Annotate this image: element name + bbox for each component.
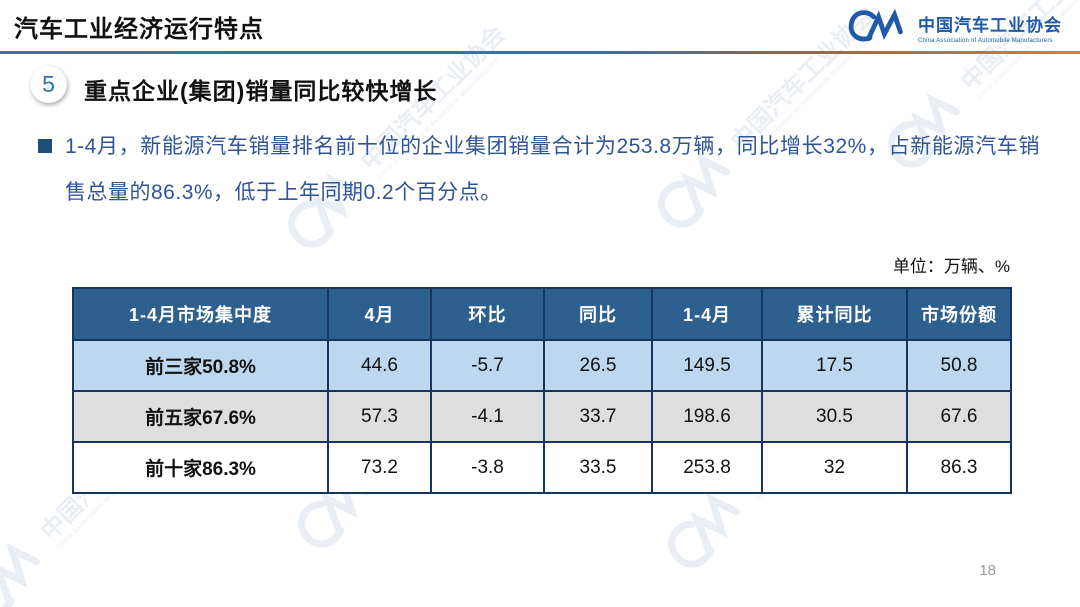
table-cell: 17.5 [761, 339, 908, 392]
table-cell: 67.6 [906, 390, 1012, 443]
table-cell: 50.8 [906, 339, 1012, 392]
table-cell: 86.3 [906, 441, 1012, 494]
header-cell-yoy: 同比 [543, 287, 653, 341]
table-cell: 44.6 [327, 339, 432, 392]
header-cell-mom: 环比 [430, 287, 545, 341]
table-cell: 33.5 [543, 441, 653, 494]
header-cell-jan-apr: 1-4月 [651, 287, 763, 341]
table-cell: 32 [761, 441, 908, 494]
header-cell-cumulative-yoy: 累计同比 [761, 287, 908, 341]
table-cell: 73.2 [327, 441, 432, 494]
table-cell: 57.3 [327, 390, 432, 443]
unit-label: 单位：万辆、% [892, 257, 1010, 276]
table-row-top3: 前三家50.8% 44.6 -5.7 26.5 149.5 17.5 50.8 [72, 339, 1012, 392]
row-label: 前五家67.6% [72, 390, 329, 443]
table-cell: -5.7 [430, 339, 545, 392]
table-cell: 30.5 [761, 390, 908, 443]
title-divider-line [0, 51, 1080, 54]
table-header-row: 1-4月市场集中度 4月 环比 同比 1-4月 累计同比 市场份额 [72, 287, 1012, 341]
table-cell: 149.5 [651, 339, 763, 392]
table-row-top5: 前五家67.6% 57.3 -4.1 33.7 198.6 30.5 67.6 [72, 390, 1012, 443]
bullet-paragraph: 1-4月，新能源汽车销量排名前十位的企业集团销量合计为253.8万辆，同比增长3… [38, 124, 1040, 216]
logo-name-en: China Association of Automobile Manufact… [918, 37, 1053, 44]
header-cell-concentration: 1-4月市场集中度 [72, 287, 329, 341]
table-cell: 253.8 [651, 441, 763, 494]
page-number: 18 [979, 562, 996, 579]
bullet-text: 1-4月，新能源汽车销量排名前十位的企业集团销量合计为253.8万辆，同比增长3… [65, 135, 1040, 204]
table-cell: 198.6 [651, 390, 763, 443]
table-cell: 33.7 [543, 390, 653, 443]
header-cell-april: 4月 [327, 287, 432, 341]
section-heading: 重点企业(集团)销量同比较快增长 [84, 78, 438, 104]
section-number-badge: 5 [30, 66, 67, 103]
caam-logo: 中国汽车工业协会 China Association of Automobile… [846, 8, 1062, 46]
page-title: 汽车工业经济运行特点 [14, 16, 264, 43]
table-cell: -4.1 [430, 390, 545, 443]
row-label: 前十家86.3% [72, 441, 329, 494]
logo-name-cn: 中国汽车工业协会 [918, 15, 1062, 35]
market-concentration-table-wrap: 1-4月市场集中度 4月 环比 同比 1-4月 累计同比 市场份额 前三家50.… [72, 287, 1012, 494]
header-cell-market-share: 市场份额 [906, 287, 1012, 341]
bullet-square-icon [38, 139, 52, 153]
table-cell: -3.8 [430, 441, 545, 494]
row-label: 前三家50.8% [72, 339, 329, 392]
caam-logo-icon [846, 8, 910, 46]
caam-logo-icon [0, 526, 62, 607]
table-row-top10: 前十家86.3% 73.2 -3.8 33.5 253.8 32 86.3 [72, 441, 1012, 494]
table-cell: 26.5 [543, 339, 653, 392]
market-concentration-table: 1-4月市场集中度 4月 环比 同比 1-4月 累计同比 市场份额 前三家50.… [72, 287, 1012, 494]
